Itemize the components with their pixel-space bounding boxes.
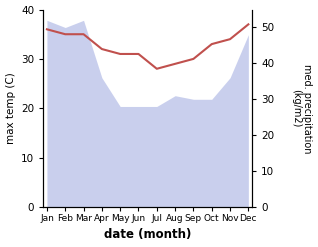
Y-axis label: med. precipitation
(kg/m2): med. precipitation (kg/m2) [291, 63, 313, 153]
X-axis label: date (month): date (month) [104, 228, 191, 242]
Y-axis label: max temp (C): max temp (C) [5, 72, 16, 144]
